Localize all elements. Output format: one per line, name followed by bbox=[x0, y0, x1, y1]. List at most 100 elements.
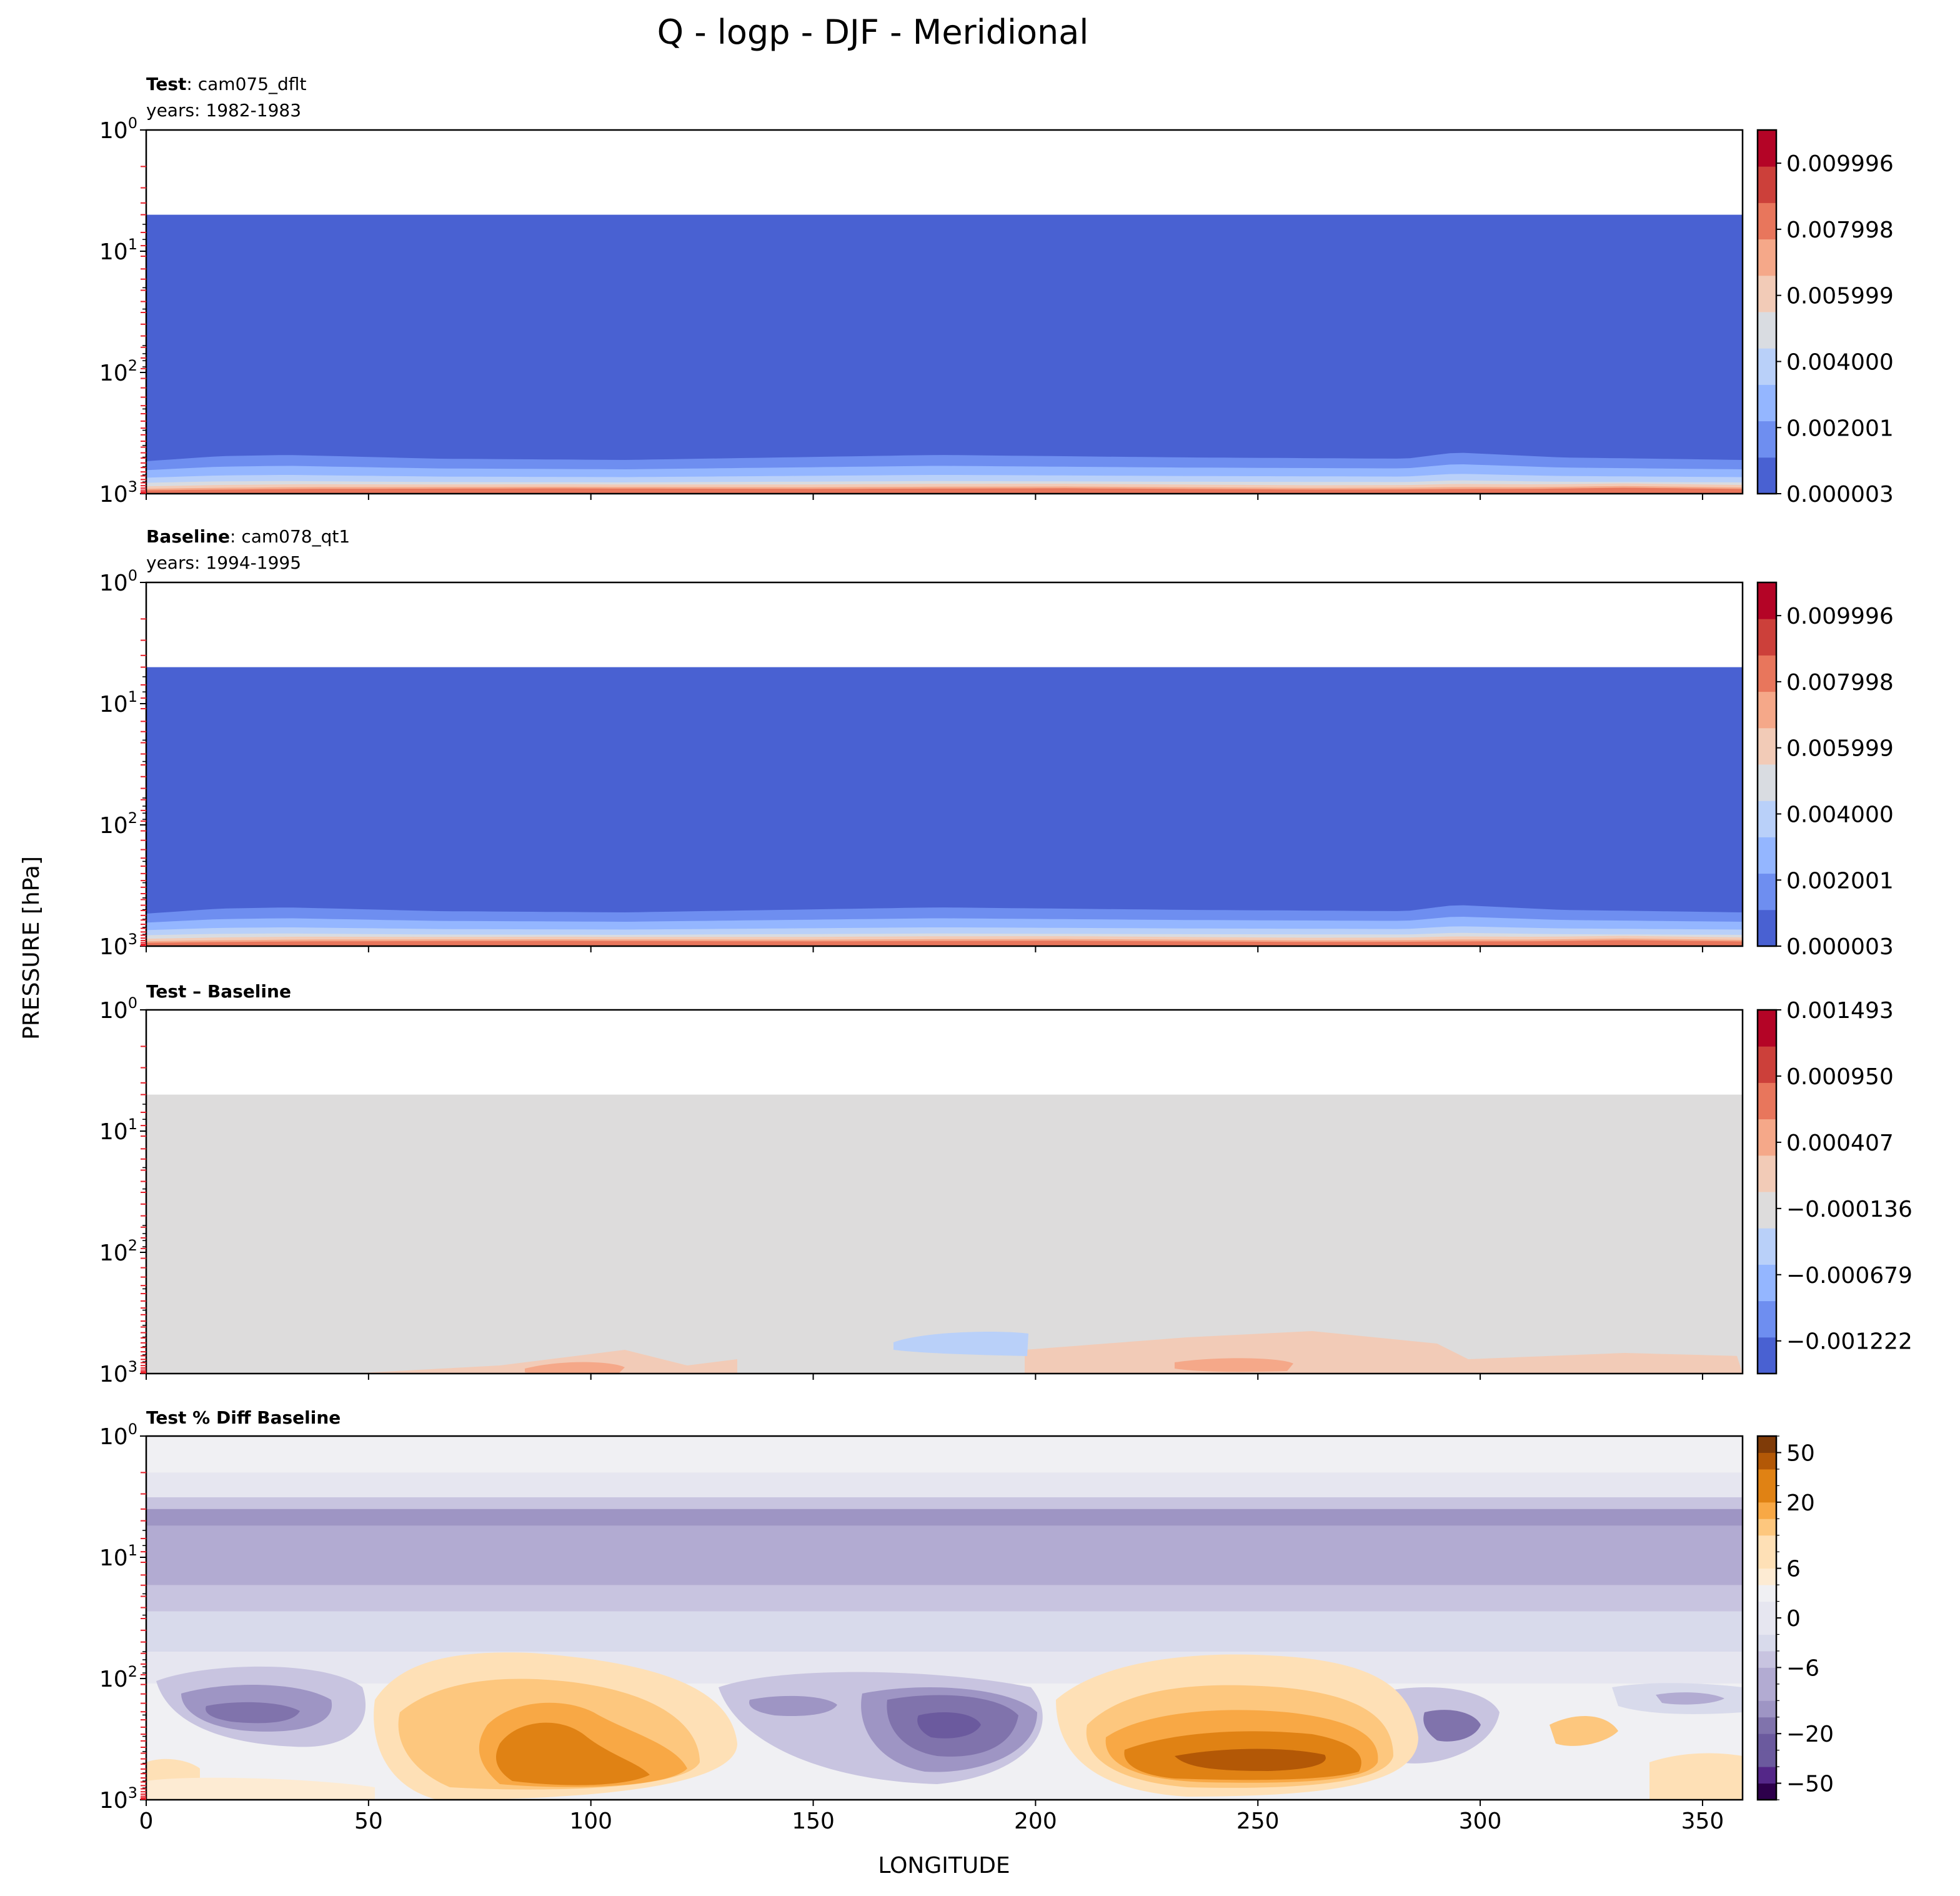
y-tick-label: 102 bbox=[99, 1237, 137, 1266]
y-tick-exponent: 3 bbox=[128, 478, 137, 496]
y-tick-exponent: 0 bbox=[128, 1420, 137, 1438]
y-tick-exponent: 2 bbox=[128, 1663, 137, 1680]
colorbar-segment bbox=[1758, 1767, 1776, 1784]
panel-title-rest: : cam075_dflt bbox=[186, 74, 306, 94]
colorbar-segment bbox=[1758, 727, 1776, 765]
colorbar-segment bbox=[1758, 384, 1776, 422]
colorbar-segment bbox=[1758, 1485, 1776, 1503]
contour-band bbox=[146, 1777, 375, 1800]
colorbar: 0.009996 0.007998 0.005999 0.004000 0.002001… bbox=[1756, 129, 1894, 507]
colorbar-segment bbox=[1758, 1618, 1776, 1635]
colorbar-tick-label: 0.000003 bbox=[1786, 934, 1894, 960]
contour-field bbox=[146, 214, 1743, 494]
y-tick-base: 10 bbox=[99, 1545, 128, 1571]
colorbar-segment bbox=[1758, 1634, 1776, 1652]
colorbar-segment bbox=[1758, 1783, 1776, 1800]
y-tick-label: 100 bbox=[99, 114, 137, 144]
y-tick-base: 10 bbox=[99, 1424, 128, 1450]
colorbar-segment bbox=[1758, 1700, 1776, 1718]
colorbar-tick-label: 0.000950 bbox=[1786, 1064, 1894, 1090]
x-axis-label: LONGITUDE bbox=[878, 1853, 1010, 1879]
contour-band bbox=[146, 667, 1743, 946]
contour-band bbox=[1468, 1353, 1743, 1374]
colorbar-segment bbox=[1758, 1337, 1776, 1374]
colorbar-segment bbox=[1758, 1667, 1776, 1685]
y-tick-base: 10 bbox=[99, 1119, 128, 1145]
colorbar-segment bbox=[1758, 909, 1776, 947]
y-tick-base: 10 bbox=[99, 813, 128, 839]
colorbar-segment bbox=[1758, 1436, 1776, 1453]
panel-title: Test: cam075_dflt bbox=[146, 74, 306, 94]
panel-title-bold: Test – Baseline bbox=[146, 981, 291, 1002]
colorbar: 0.001493 0.000950 0.000407 −0.000136 −0.0006… bbox=[1756, 998, 1913, 1375]
y-tick-label: 103 bbox=[99, 1784, 137, 1814]
contour-band bbox=[749, 1695, 837, 1717]
contour-band bbox=[146, 940, 1743, 946]
contour-field bbox=[146, 667, 1743, 946]
y-tick-label: 100 bbox=[99, 567, 137, 596]
y-tick-base: 10 bbox=[99, 239, 128, 265]
x-tick-label: 350 bbox=[1681, 1809, 1724, 1834]
colorbar-segment bbox=[1758, 1750, 1776, 1767]
contour-band bbox=[917, 1712, 981, 1739]
y-tick-label: 100 bbox=[99, 994, 137, 1024]
colorbar-tick-label: 0.005999 bbox=[1786, 736, 1894, 762]
colorbar-tick-label: 6 bbox=[1786, 1557, 1801, 1582]
panel-title: Test % Diff Baseline bbox=[146, 1407, 341, 1428]
contour-field bbox=[146, 1094, 1743, 1374]
y-tick-base: 10 bbox=[99, 571, 128, 596]
y-tick-exponent: 0 bbox=[128, 567, 137, 584]
colorbar-segment bbox=[1758, 1734, 1776, 1751]
colorbar-tick-label: 0.007998 bbox=[1786, 670, 1894, 696]
colorbar-segment bbox=[1758, 1452, 1776, 1470]
panel-title-bold: Test bbox=[146, 74, 186, 94]
contour-band bbox=[1423, 1710, 1481, 1742]
y-tick-base: 10 bbox=[99, 998, 128, 1024]
colorbar-tick-label: 0.005999 bbox=[1786, 284, 1894, 309]
y-tick-label: 103 bbox=[99, 1358, 137, 1387]
y-tick-label: 102 bbox=[99, 357, 137, 386]
colorbar-tick-label: 50 bbox=[1786, 1440, 1815, 1466]
panel-diff: Test – Baseline1001011021030.0014930.000… bbox=[99, 981, 1913, 1387]
colorbar-segment bbox=[1758, 1119, 1776, 1156]
colorbar-frame bbox=[1756, 129, 1778, 495]
contour-band bbox=[146, 487, 1743, 494]
x-tick-label: 300 bbox=[1459, 1809, 1502, 1834]
colorbar-tick-label: 0.002001 bbox=[1786, 416, 1894, 441]
y-tick-exponent: 2 bbox=[128, 357, 137, 374]
y-tick-base: 10 bbox=[99, 1788, 128, 1814]
colorbar-tick-label: 0.000407 bbox=[1786, 1130, 1894, 1156]
panel-title-bold: Test % Diff Baseline bbox=[146, 1407, 341, 1428]
colorbar-segment bbox=[1758, 1568, 1776, 1585]
contour-band bbox=[146, 214, 1743, 494]
colorbar-tick-label: 20 bbox=[1786, 1490, 1815, 1516]
panel-title: Test – Baseline bbox=[146, 981, 291, 1002]
y-tick-base: 10 bbox=[99, 1667, 128, 1692]
colorbar-tick-label: 0.000003 bbox=[1786, 482, 1894, 507]
colorbar-segment bbox=[1758, 1717, 1776, 1734]
colorbar-segment bbox=[1758, 1300, 1776, 1338]
colorbar-segment bbox=[1758, 764, 1776, 801]
y-tick-base: 10 bbox=[99, 934, 128, 960]
colorbar-segment bbox=[1758, 1585, 1776, 1602]
colorbar-segment bbox=[1758, 873, 1776, 911]
x-tick-label: 150 bbox=[792, 1809, 835, 1834]
y-tick-label: 100 bbox=[99, 1420, 137, 1450]
y-tick-label: 101 bbox=[99, 236, 137, 265]
colorbar-tick-label: 0.009996 bbox=[1786, 604, 1894, 629]
contour-band bbox=[146, 1611, 1743, 1652]
contour-band bbox=[1550, 1716, 1618, 1746]
colorbar-tick-label: −0.001222 bbox=[1786, 1329, 1913, 1355]
colorbar-segment bbox=[1758, 1552, 1776, 1569]
contour-band bbox=[146, 1585, 1743, 1612]
colorbar-segment bbox=[1758, 691, 1776, 729]
contour-band bbox=[1649, 1753, 1743, 1800]
colorbar-segment bbox=[1758, 1082, 1776, 1120]
colorbar-segment bbox=[1758, 1155, 1776, 1192]
y-tick-base: 10 bbox=[99, 361, 128, 386]
colorbar-segment bbox=[1758, 130, 1776, 167]
y-tick-label: 103 bbox=[99, 931, 137, 960]
